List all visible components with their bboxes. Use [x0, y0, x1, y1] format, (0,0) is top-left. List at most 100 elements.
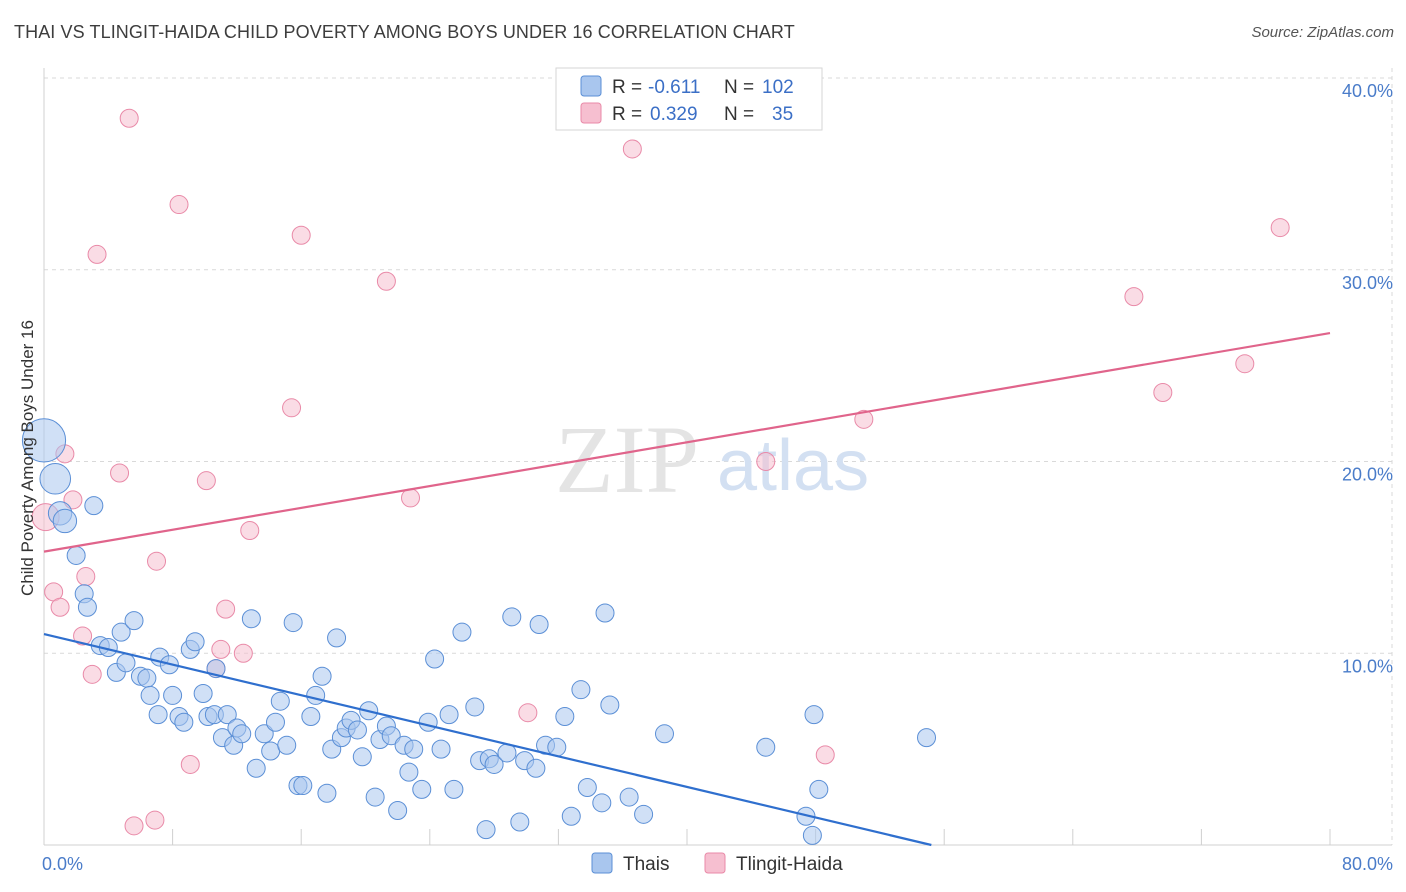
thai-point-77 [502, 607, 522, 627]
legend-r-value-tlingit: 0.329 [650, 104, 698, 125]
tlingit-haida-points [31, 108, 1290, 836]
thai-point-45 [306, 685, 326, 705]
thai-point-46 [312, 666, 332, 686]
thai-point-9 [124, 611, 144, 631]
thai-point-4 [84, 496, 104, 516]
thai-point-97 [804, 705, 824, 725]
thai-point-33 [232, 724, 252, 744]
tlingit-haida-point-18 [211, 639, 231, 659]
thai-point-63 [404, 739, 424, 759]
thai-point-81 [529, 614, 549, 634]
tlingit-haida-point-26 [518, 703, 538, 723]
thai-point-1 [39, 462, 72, 495]
legend-r-label-tlingit: R = [612, 104, 642, 125]
bottom-legend: Thais Tlingit-Haida [591, 852, 843, 875]
thai-point-43 [293, 776, 313, 796]
thai-point-96 [802, 825, 822, 845]
tlingit-haida-point-28 [756, 452, 776, 471]
watermark: ZIP atlas [555, 406, 869, 513]
thai-point-87 [577, 777, 597, 797]
thai-point-94 [756, 737, 776, 757]
legend-n-label-tlingit: N = [724, 104, 754, 125]
tlingit-haida-point-5 [73, 626, 93, 646]
tlingit-haida-point-21 [240, 521, 260, 541]
thai-point-20 [163, 685, 183, 705]
tlingit-haida-point-13 [147, 551, 167, 571]
tlingit-haida-point-33 [1235, 354, 1255, 374]
y-tick-label-1: 20.0% [1342, 465, 1393, 485]
thai-point-56 [365, 787, 385, 807]
tick-labels: 10.0% 20.0% 30.0% 40.0% 0.0% 80.0% [42, 81, 1393, 874]
y-tick-label-2: 30.0% [1342, 273, 1393, 293]
thai-point-35 [246, 758, 266, 778]
legend-r-value-thais: -0.611 [648, 77, 700, 98]
thai-point-8 [111, 622, 131, 642]
tlingit-haida-point-16 [196, 471, 216, 491]
thai-point-67 [431, 739, 451, 759]
thai-point-91 [619, 787, 639, 807]
thai-point-40 [277, 735, 297, 755]
thai-point-71 [465, 697, 485, 717]
thai-point-30 [217, 705, 237, 725]
thai-point-62 [399, 762, 419, 782]
x-tick-label-0: 0.0% [42, 854, 83, 874]
thai-point-84 [555, 707, 575, 727]
tlingit-haida-point-23 [291, 225, 311, 245]
tlingit-haida-point-6 [76, 567, 96, 587]
tlingit-haida-point-31 [1124, 287, 1144, 307]
thai-point-89 [595, 603, 615, 623]
tlingit-haida-point-20 [233, 643, 253, 663]
tlingit-haida-point-12 [145, 810, 165, 830]
legend-r-label-thais: R = [612, 77, 642, 98]
thai-point-78 [510, 812, 530, 832]
watermark-atlas: atlas [717, 426, 869, 506]
tlingit-haida-point-19 [216, 599, 236, 619]
tlingit-haida-point-9 [110, 463, 130, 483]
x-tick-label-1: 80.0% [1342, 854, 1393, 874]
thai-point-54 [352, 747, 372, 767]
thai-point-65 [418, 712, 438, 732]
tlingit-haida-point-8 [87, 244, 107, 264]
thai-point-25 [193, 684, 213, 704]
thai-point-59 [381, 726, 401, 746]
bottom-legend-label-thais: Thais [623, 854, 669, 875]
legend-swatch-thais [580, 75, 602, 97]
thai-point-0 [21, 418, 67, 463]
bottom-legend-label-tlingit: Tlingit-Haida [736, 854, 843, 875]
legend-n-value-tlingit: 35 [772, 104, 793, 125]
bottom-legend-swatch-thais [591, 852, 613, 874]
tlingit-haida-point-22 [282, 398, 302, 418]
thai-point-88 [592, 793, 612, 813]
thai-point-66 [425, 649, 445, 669]
trend-lines [43, 331, 1331, 847]
tlingit-haida-point-34 [1270, 218, 1290, 238]
thai-point-19 [148, 705, 168, 725]
thai-point-75 [484, 754, 504, 774]
tlingit-haida-point-24 [376, 271, 396, 291]
thai-point-38 [265, 712, 285, 732]
thai-point-92 [634, 804, 654, 824]
thai-point-41 [283, 613, 303, 633]
tlingit-haida-point-27 [622, 139, 642, 159]
thai-point-93 [654, 724, 674, 744]
thai-point-64 [412, 779, 432, 799]
tlingit-haida-point-11 [124, 816, 144, 836]
thai-point-7 [77, 597, 97, 617]
tlingit-haida-point-10 [119, 108, 139, 128]
watermark-zip: ZIP [555, 406, 699, 513]
tlingit-haida-point-15 [180, 754, 200, 774]
thai-point-13 [116, 653, 136, 673]
thai-point-37 [261, 741, 281, 761]
tlingit-haida-point-4 [63, 490, 83, 510]
thai-point-90 [600, 695, 620, 715]
thai-point-44 [301, 707, 321, 727]
thai-point-98 [809, 779, 829, 799]
tlingit-haida-point-14 [169, 195, 189, 215]
tlingit-haida-point-2 [50, 597, 70, 617]
legend-box: R = -0.611 N = 102 R = 0.329 N = 35 [555, 67, 823, 131]
thai-point-34 [241, 609, 261, 629]
tlingit-haida-point-29 [815, 745, 835, 765]
thai-point-22 [174, 712, 194, 732]
y-tick-label-0: 10.0% [1342, 656, 1393, 676]
